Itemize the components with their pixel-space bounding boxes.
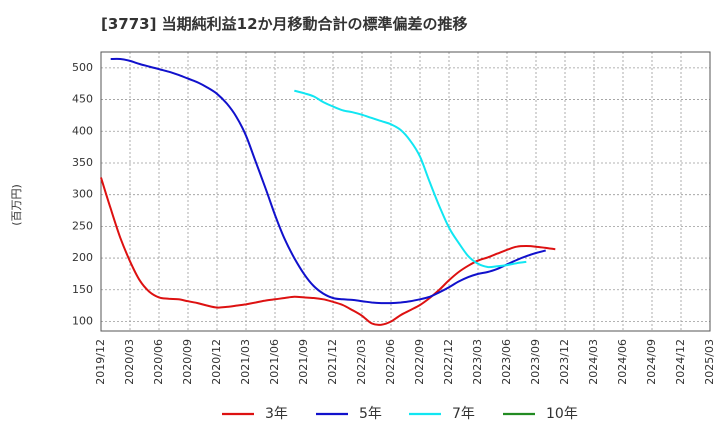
y-tick-label: 400 — [72, 124, 93, 137]
series-layer — [100, 57, 556, 326]
y-tick-label: 150 — [72, 283, 93, 296]
x-tick-label: 2021/09 — [297, 339, 310, 385]
chart-title: [3773] 当期純利益12か月移動合計の標準偏差の推移 — [101, 15, 468, 33]
y-tick-label: 300 — [72, 188, 93, 201]
y-tick-label: 250 — [72, 219, 93, 232]
y-tick-label: 350 — [72, 156, 93, 169]
y-tick-label: 200 — [72, 251, 93, 264]
x-tick-label: 2022/09 — [413, 339, 426, 385]
legend-item-3: 10年 — [503, 406, 578, 422]
legend-label: 5年 — [359, 406, 382, 422]
x-tick-label: 2021/12 — [326, 339, 339, 385]
x-tick-label: 2023/06 — [500, 339, 513, 385]
x-tick-label: 2020/09 — [181, 339, 194, 385]
legend-item-2: 7年 — [409, 406, 475, 422]
x-tick-label: 2021/03 — [239, 339, 252, 385]
y-tick-label: 100 — [72, 314, 93, 327]
x-tick-label: 2022/06 — [384, 339, 397, 385]
legend: 3年 5年 7年 10年 — [222, 406, 578, 422]
x-axis-ticks: 2019/12 2020/03 2020/06 2020/09 2020/12 2021/… — [94, 339, 716, 385]
x-tick-label: 2023/09 — [529, 339, 542, 385]
x-tick-label: 2022/12 — [442, 339, 455, 385]
x-tick-label: 2019/12 — [94, 339, 107, 385]
series-line-2 — [294, 89, 527, 269]
x-tick-label: 2023/12 — [558, 339, 571, 385]
series-line-0 — [100, 177, 556, 326]
x-tick-label: 2024/12 — [674, 339, 687, 385]
x-tick-label: 2020/03 — [123, 339, 136, 385]
legend-label: 7年 — [452, 406, 475, 422]
x-tick-label: 2024/03 — [587, 339, 600, 385]
x-tick-label: 2022/03 — [355, 339, 368, 385]
legend-item-1: 5年 — [316, 406, 382, 422]
x-tick-label: 2020/12 — [210, 339, 223, 385]
plot-frame — [100, 51, 711, 332]
grid-layer — [101, 52, 710, 331]
x-tick-label: 2024/09 — [645, 339, 658, 385]
x-tick-label: 2021/06 — [268, 339, 281, 385]
y-tick-label: 500 — [72, 61, 93, 74]
x-tick-label: 2023/03 — [471, 339, 484, 385]
y-axis-ticks: 100 150 200 250 300 350 400 450 500 — [72, 61, 93, 328]
x-tick-label: 2024/06 — [616, 339, 629, 385]
y-tick-label: 450 — [72, 93, 93, 106]
y-axis-label: (百万円) — [10, 184, 23, 226]
legend-item-0: 3年 — [222, 406, 288, 422]
x-tick-label: 2020/06 — [152, 339, 165, 385]
series-line-1 — [110, 57, 546, 305]
x-tick-label: 2025/03 — [703, 339, 716, 385]
legend-label: 10年 — [546, 406, 578, 422]
legend-label: 3年 — [265, 406, 288, 422]
